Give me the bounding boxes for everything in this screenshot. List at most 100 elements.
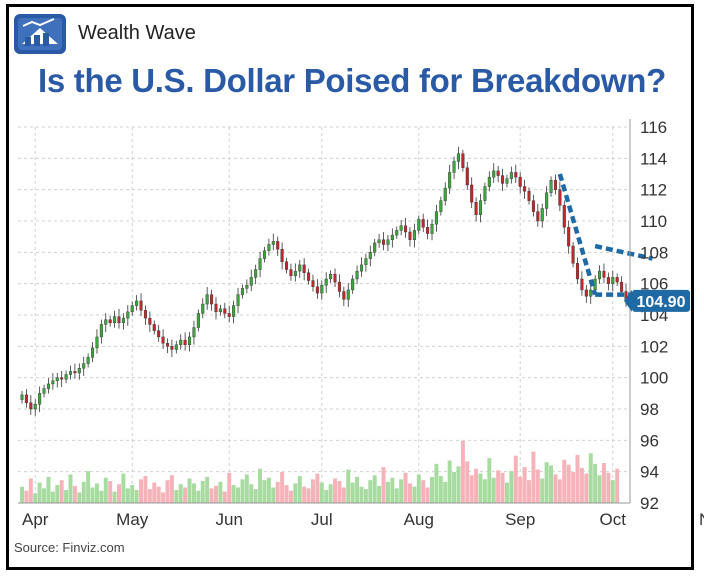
x-axis: AprMayJunJulAugSepOctNovDec xyxy=(18,502,704,529)
volume-bar xyxy=(196,490,201,503)
volume-bar xyxy=(606,472,611,503)
candle-body xyxy=(483,186,487,201)
volume-bar xyxy=(315,473,320,503)
candle-body xyxy=(478,200,483,215)
volume-bar xyxy=(469,475,474,503)
volume-bar xyxy=(139,479,144,503)
x-tick-label: Jul xyxy=(311,510,333,529)
volume-bar xyxy=(597,475,602,503)
last-price-badge xyxy=(632,289,690,312)
volume-bar xyxy=(90,487,95,503)
volume-bar xyxy=(385,481,390,503)
candle-body xyxy=(611,277,615,284)
volume-bar xyxy=(310,479,315,503)
last-price-label: 104.90 xyxy=(637,294,686,311)
volume-bar xyxy=(222,491,227,503)
volume-bar xyxy=(64,489,69,503)
candle-body xyxy=(377,239,381,244)
x-tick-label: Apr xyxy=(22,510,49,529)
volume-bar xyxy=(231,485,236,503)
volume-bar xyxy=(284,485,289,503)
volume-bar xyxy=(121,473,126,503)
candle-body xyxy=(104,319,108,325)
candle-body xyxy=(426,227,430,234)
volume-bar xyxy=(28,478,33,503)
y-tick-label: 98 xyxy=(640,400,659,419)
volume-bar xyxy=(169,475,174,503)
candle-body xyxy=(527,191,531,201)
volume-bar xyxy=(297,476,302,503)
volume-bar xyxy=(266,477,271,503)
volume-bar xyxy=(421,480,426,503)
x-tick-label: May xyxy=(116,510,149,529)
volume-bar xyxy=(553,474,558,503)
volume-bar xyxy=(522,467,527,503)
y-tick-label: 102 xyxy=(640,337,668,356)
candle-body xyxy=(408,231,412,240)
volume-bar xyxy=(183,487,188,503)
candle-body xyxy=(29,402,33,410)
candle-body xyxy=(567,227,571,247)
candle-body xyxy=(262,250,267,259)
candle-body xyxy=(337,281,341,292)
volume-bar xyxy=(372,475,377,503)
volume-bar xyxy=(531,451,536,503)
volume-bar xyxy=(337,480,342,503)
candle-body xyxy=(302,264,306,273)
candle-body xyxy=(157,330,161,338)
candle-body xyxy=(249,277,253,286)
volume-bar xyxy=(293,483,298,503)
candle-body xyxy=(236,294,240,306)
volume-bar xyxy=(244,474,249,503)
volume-bar xyxy=(275,481,280,503)
y-tick-label: 110 xyxy=(640,212,667,231)
volume-bar xyxy=(350,482,355,503)
x-tick-label: Nov xyxy=(699,510,704,529)
wedge-pattern xyxy=(557,173,653,297)
volume-bar xyxy=(280,472,285,503)
candle-body xyxy=(218,308,222,313)
candle-body xyxy=(562,205,566,228)
x-tick-label: Aug xyxy=(404,510,434,529)
volume-bar xyxy=(527,480,531,503)
candle-body xyxy=(368,252,372,259)
candle-body xyxy=(170,346,174,350)
y-tick-label: 116 xyxy=(640,118,667,137)
y-tick-label: 92 xyxy=(640,494,659,513)
candle-body xyxy=(152,324,156,331)
volume-bar xyxy=(355,476,360,503)
volume-bar xyxy=(253,489,258,503)
x-tick-label: Oct xyxy=(600,510,627,529)
candle-body xyxy=(320,285,324,294)
volume-bar xyxy=(487,458,492,503)
volume-bar xyxy=(482,479,487,503)
candle-body xyxy=(553,180,557,190)
candle-body xyxy=(179,339,183,345)
volume-bar xyxy=(416,474,421,503)
volume-bar xyxy=(346,469,351,503)
volume-bar xyxy=(125,488,130,503)
candle-body xyxy=(575,263,580,280)
candle-body xyxy=(196,313,200,328)
candle-body xyxy=(174,344,178,350)
volume-bar xyxy=(615,468,620,503)
volume-bar xyxy=(37,482,42,503)
volume-bar xyxy=(214,485,218,503)
volume-bar xyxy=(59,480,64,503)
candle-body xyxy=(355,270,359,280)
volume-bar xyxy=(575,454,580,503)
candle-body xyxy=(324,278,328,286)
brand-name: Wealth Wave xyxy=(78,22,196,44)
candle-body xyxy=(95,336,99,349)
grid xyxy=(18,126,630,504)
candle-body xyxy=(285,261,289,270)
price-candles xyxy=(20,146,628,416)
volume-bar xyxy=(593,463,598,503)
candle-body xyxy=(395,230,399,236)
candle-body xyxy=(227,313,231,317)
volume-bar xyxy=(42,488,47,503)
volume-bar xyxy=(117,484,121,503)
volume-bar xyxy=(394,488,399,503)
candle-body xyxy=(602,270,606,278)
volume-bar xyxy=(319,482,324,503)
